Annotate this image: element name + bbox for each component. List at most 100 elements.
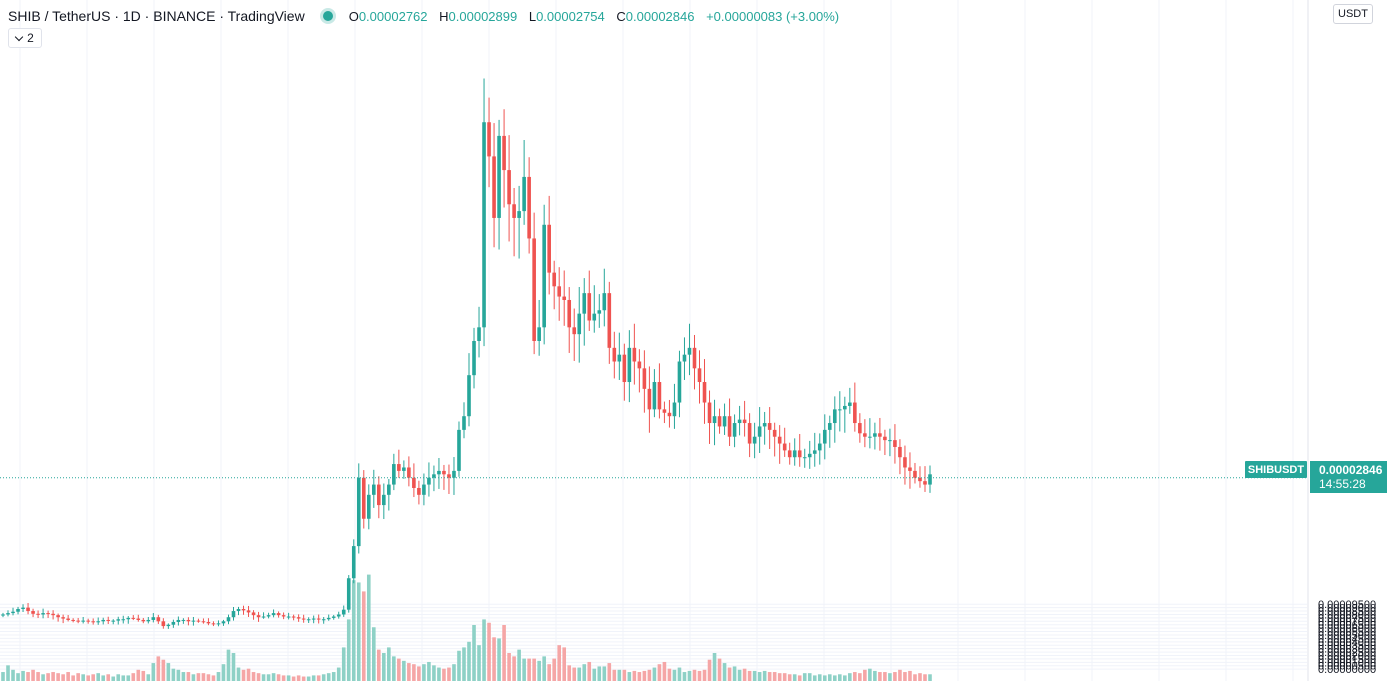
volume-bar xyxy=(632,670,637,681)
candle-body xyxy=(677,361,682,403)
candle-body xyxy=(712,416,717,424)
candle-body xyxy=(858,423,862,434)
volume-bar xyxy=(51,672,55,681)
high-key: H xyxy=(439,8,449,24)
volume-bar xyxy=(677,667,682,681)
volume-bar xyxy=(827,674,832,681)
volume-bar xyxy=(542,656,546,681)
candle-body xyxy=(91,621,95,623)
last-price-label: 0.00002846 14:55:28 xyxy=(1310,461,1387,493)
candle-body xyxy=(412,477,416,488)
candle-body xyxy=(883,436,887,441)
volume-bar xyxy=(427,661,431,681)
candle-body xyxy=(311,618,316,620)
volume-bar xyxy=(1,672,5,681)
candle-body xyxy=(848,402,852,406)
candle-body xyxy=(522,176,526,212)
volume-bar xyxy=(126,675,131,681)
candle-body xyxy=(211,623,216,625)
candle-body xyxy=(547,224,551,273)
price-tick-label: 0.00006000 xyxy=(1318,623,1376,635)
volume-bar xyxy=(802,673,807,681)
candle-body xyxy=(832,409,837,424)
volume-bar xyxy=(366,574,371,681)
volume-bar xyxy=(707,659,712,681)
candle-body xyxy=(231,611,236,618)
volume-bar xyxy=(356,582,361,681)
candle-body xyxy=(552,272,556,287)
volume-bar xyxy=(567,665,572,681)
volume-bar xyxy=(316,675,321,681)
candle-body xyxy=(156,617,161,622)
candle-body xyxy=(642,368,647,389)
candle-body xyxy=(822,429,827,444)
volume-bar xyxy=(502,625,506,681)
volume-bar xyxy=(752,670,757,681)
candle-body xyxy=(612,347,617,362)
candle-body xyxy=(843,405,847,410)
volume-bar xyxy=(797,675,802,681)
price-tick-label: 0.00006500 xyxy=(1318,620,1376,632)
volume-bar xyxy=(141,670,146,681)
candle-body xyxy=(542,224,546,328)
volume-bar xyxy=(417,666,421,681)
volume-bar xyxy=(346,619,351,681)
volume-bar xyxy=(662,661,667,681)
volume-bar xyxy=(176,669,181,681)
volume-bar xyxy=(903,672,907,681)
volume-bar xyxy=(747,670,752,681)
volume-bar xyxy=(507,653,511,681)
volume-bar xyxy=(121,675,126,681)
candle-body xyxy=(787,450,792,458)
candle-body xyxy=(602,293,607,311)
indicator-count: 2 xyxy=(27,31,34,45)
candle-body xyxy=(908,467,912,471)
candle-body xyxy=(637,361,642,369)
candle-body xyxy=(361,477,366,519)
candle-body xyxy=(276,613,281,616)
candle-body xyxy=(802,457,807,459)
candle-body xyxy=(286,616,291,618)
candle-body xyxy=(462,416,466,430)
volume-bar xyxy=(863,669,867,681)
candle-body xyxy=(472,341,476,376)
candle-body xyxy=(432,474,436,478)
candle-body xyxy=(928,474,932,485)
candle-body xyxy=(577,313,582,335)
price-tick-label: 0.00005000 xyxy=(1318,630,1376,642)
candle-body xyxy=(261,616,266,618)
candle-body xyxy=(457,429,461,471)
low-key: L xyxy=(528,8,537,24)
collapse-indicators-button[interactable]: 2 xyxy=(8,28,42,48)
candle-body xyxy=(923,481,927,485)
close-value: 0.00002846 xyxy=(625,8,695,24)
candle-body xyxy=(863,433,867,437)
candle-body xyxy=(622,354,627,383)
change-value: +0.00000083 (+3.00%) xyxy=(706,8,840,24)
candle-body xyxy=(437,470,441,475)
candle-body xyxy=(873,433,877,437)
volume-bar xyxy=(848,673,852,681)
volume-bar xyxy=(351,580,356,681)
volume-bar xyxy=(717,658,722,681)
volume-bar xyxy=(236,667,241,681)
volume-bar xyxy=(807,673,812,681)
candle-body xyxy=(251,612,256,616)
volume-bar xyxy=(186,672,191,681)
volume-bar xyxy=(6,665,10,681)
candle-body xyxy=(256,615,261,618)
volume-bar xyxy=(402,660,406,681)
candle-body xyxy=(918,477,922,482)
currency-button[interactable]: USDT xyxy=(1333,4,1373,24)
volume-bar xyxy=(296,675,301,681)
candle-body xyxy=(762,423,767,427)
candle-body xyxy=(647,388,652,410)
candle-body xyxy=(186,619,191,622)
volume-bar xyxy=(767,672,772,681)
candle-body xyxy=(31,611,35,614)
candle-body xyxy=(597,310,602,314)
volume-bar xyxy=(116,674,121,681)
candle-body xyxy=(236,609,241,612)
candle-body xyxy=(632,347,637,362)
